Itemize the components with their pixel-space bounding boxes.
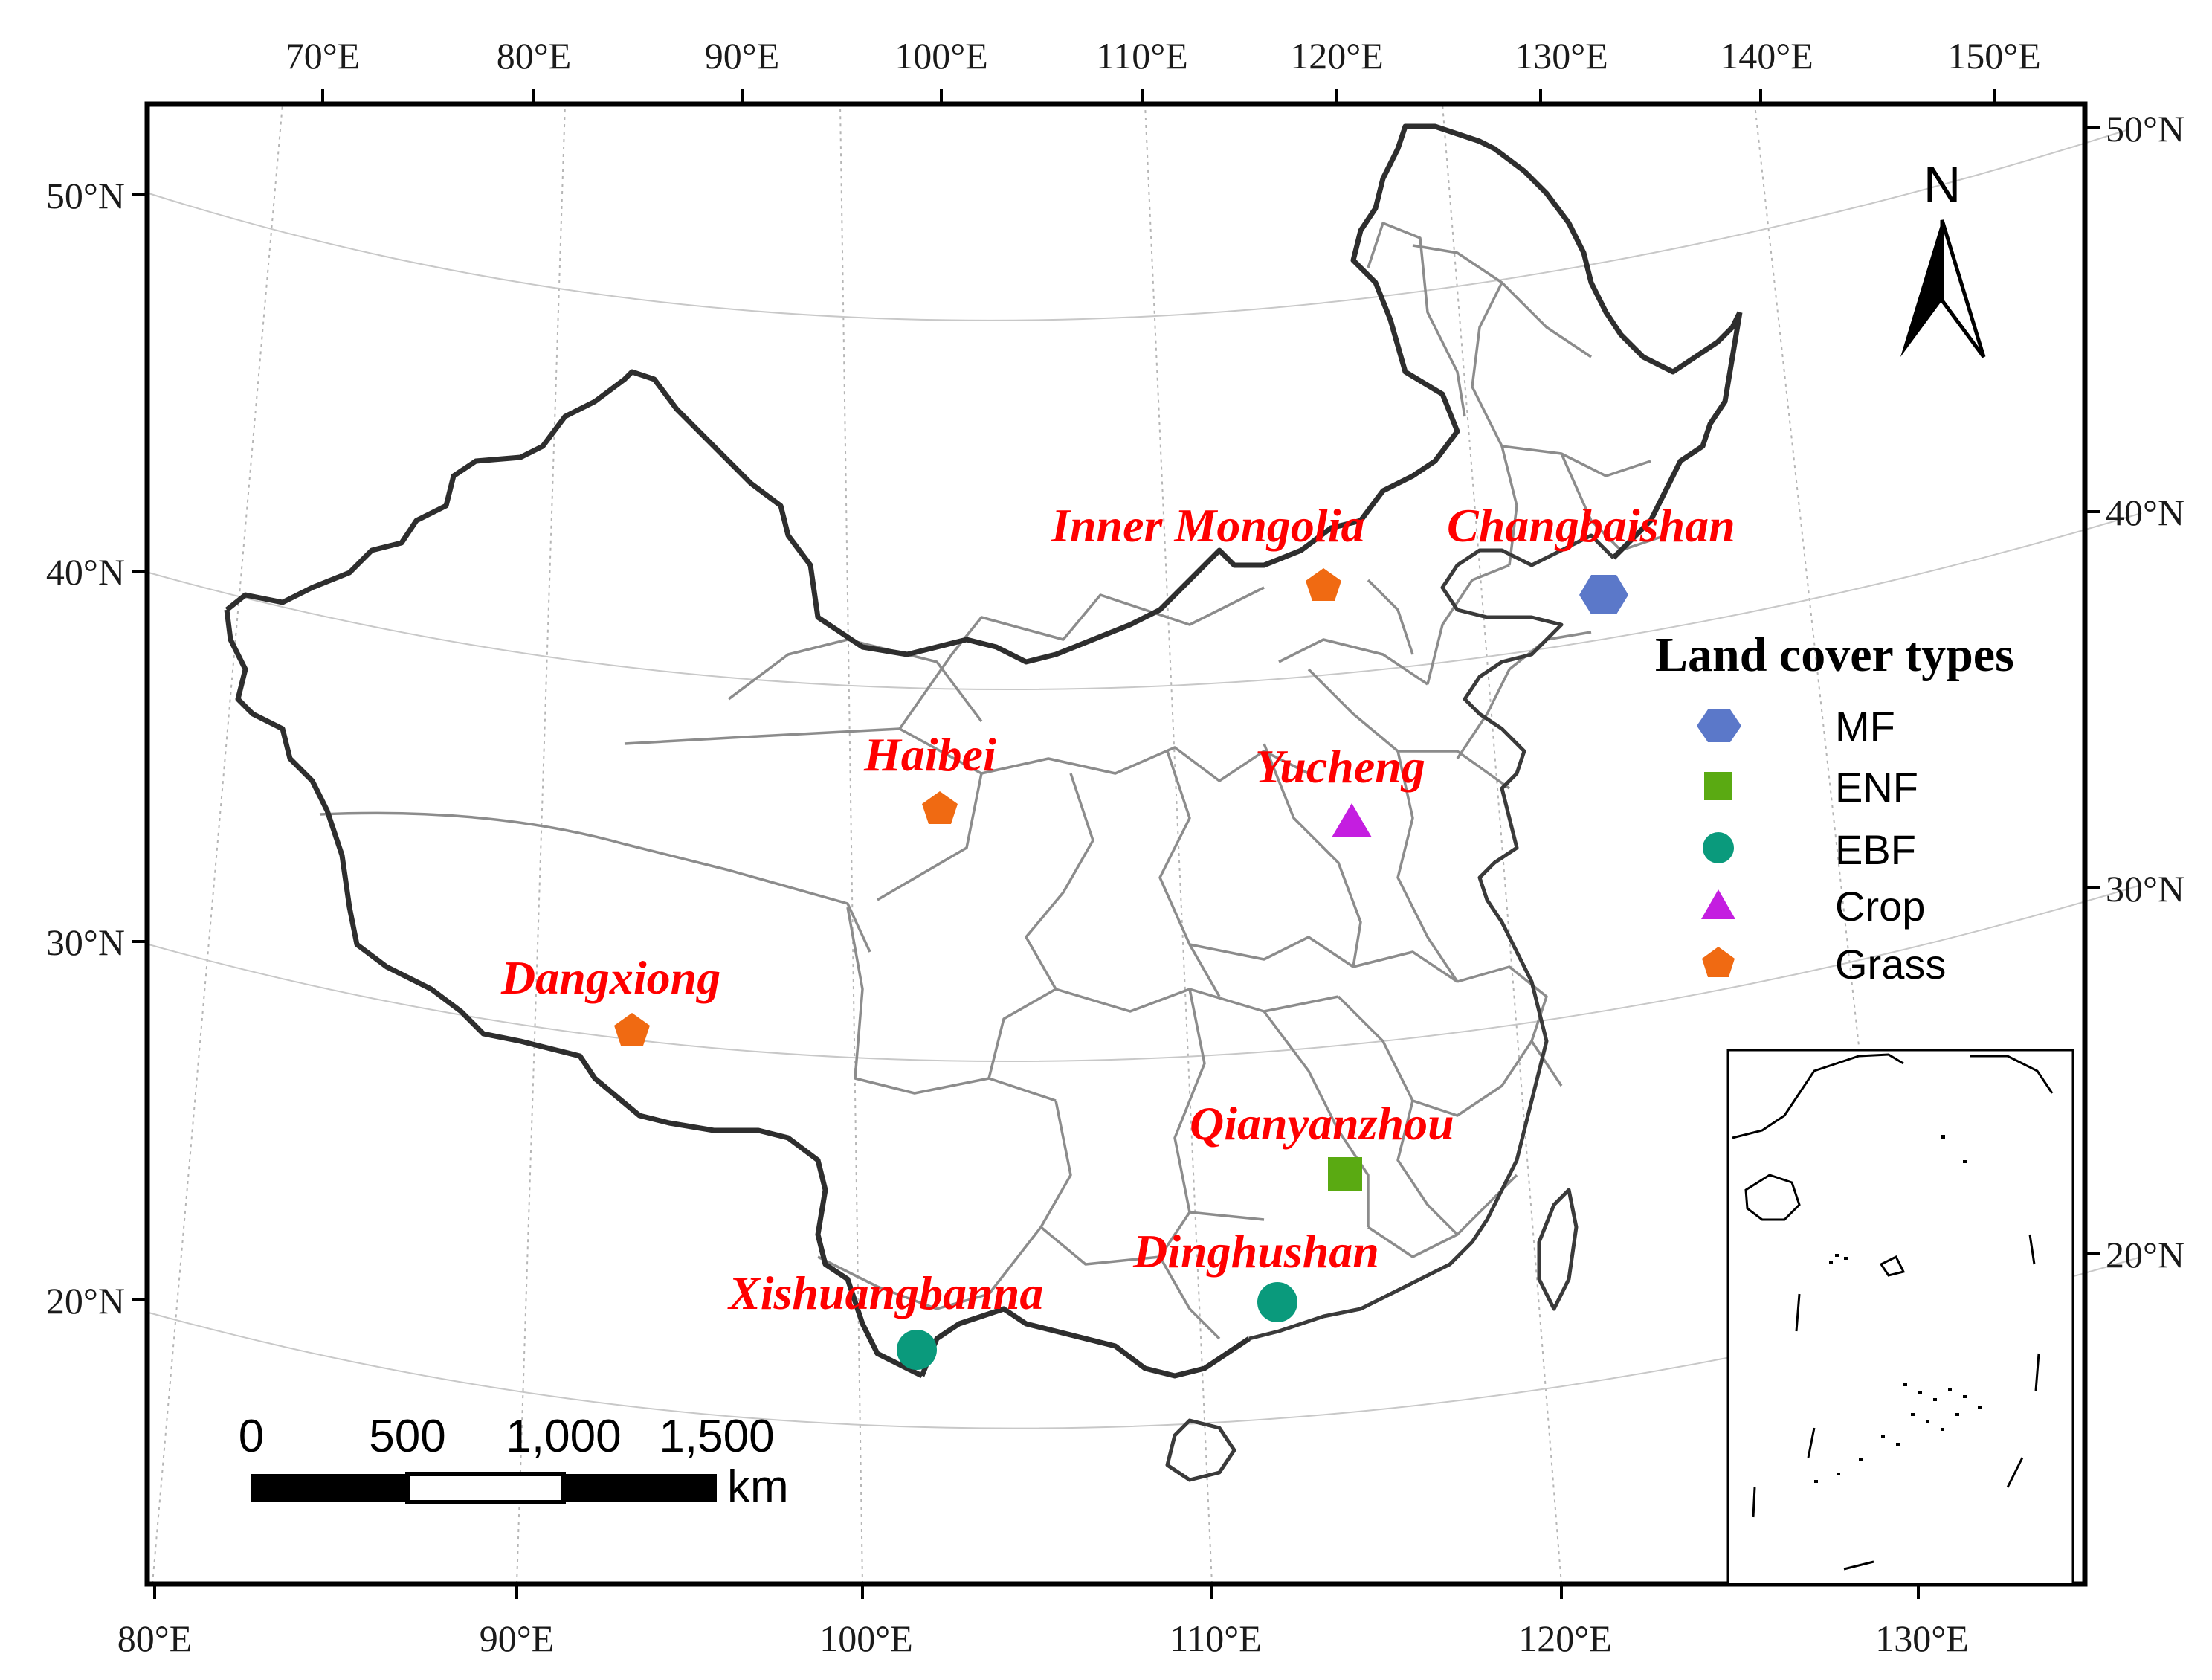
left-latitude-labels: 50°N 40°N 30°N 20°N <box>46 175 125 1322</box>
frame-ticks <box>132 89 2100 1599</box>
site-label: Qianyanzhou <box>1190 1097 1454 1150</box>
top-lon-label: 130°E <box>1515 35 1608 77</box>
site-label: Changbaishan <box>1447 499 1735 552</box>
top-lon-label: 150°E <box>1947 35 2041 77</box>
north-arrow: N <box>1900 155 1986 358</box>
inset-frame <box>1726 1049 2074 1586</box>
left-lat-label: 30°N <box>46 921 125 963</box>
scale-unit: km <box>727 1461 789 1513</box>
scale-tick-label: 0 <box>239 1411 264 1462</box>
map-frame <box>144 101 2088 1587</box>
right-lat-label: 30°N <box>2106 868 2184 910</box>
scale-bar-segment <box>405 1472 566 1504</box>
north-arrow-outline-icon <box>1940 219 1986 358</box>
legend: Land cover types MF ENF EBF Crop Grass <box>1655 628 2014 988</box>
site-marker-changbaishan[interactable] <box>1579 575 1628 614</box>
north-arrow-label: N <box>1924 155 1961 213</box>
scale-bar: 0 500 1,000 1,500 km <box>239 1411 789 1513</box>
top-lon-label: 140°E <box>1720 35 1813 77</box>
legend-mf-hexagon-icon <box>1697 709 1741 742</box>
top-lon-label: 70°E <box>286 35 361 77</box>
site-marker-dangxiong[interactable] <box>614 1013 650 1046</box>
left-lat-label: 20°N <box>46 1280 125 1322</box>
top-lon-label: 100°E <box>894 35 988 77</box>
graticule <box>148 103 2142 1585</box>
site-marker-dinghushan[interactable] <box>1257 1282 1297 1322</box>
inset-islands <box>1814 1135 1982 1483</box>
top-lon-label: 110°E <box>1096 35 1188 77</box>
site-label: Dangxiong <box>500 951 720 1004</box>
site-label: Inner Mongolia <box>1051 499 1364 552</box>
legend-crop-triangle-icon <box>1701 889 1735 919</box>
bottom-lon-label: 80°E <box>117 1618 193 1659</box>
site-marker-inner-mongolia[interactable] <box>1306 568 1341 601</box>
national-border <box>224 123 1743 1379</box>
scale-tick-label: 1,500 <box>659 1411 774 1462</box>
legend-item-label: Grass <box>1835 941 1946 988</box>
site-marker-qianyanzhou[interactable] <box>1328 1157 1362 1191</box>
top-lon-label: 90°E <box>705 35 780 77</box>
site-label: Haibei <box>863 728 996 781</box>
top-lon-label: 120°E <box>1290 35 1384 77</box>
legend-item-label: EBF <box>1835 826 1916 873</box>
bottom-lon-label: 130°E <box>1875 1618 1969 1659</box>
bottom-lon-label: 100°E <box>819 1618 913 1659</box>
site-labels: Inner Mongolia Changbaishan Haibei Yuche… <box>500 499 1735 1319</box>
bottom-longitude-labels: 80°E 90°E 100°E 110°E 120°E 130°E <box>117 1618 1969 1659</box>
top-longitude-labels: 70°E 80°E 90°E 100°E 110°E 120°E 130°E 1… <box>286 35 2041 77</box>
bottom-lon-label: 90°E <box>480 1618 555 1659</box>
legend-grass-pentagon-icon <box>1702 947 1735 977</box>
scale-tick-label: 1,000 <box>506 1411 621 1462</box>
site-marker-haibei[interactable] <box>922 791 958 824</box>
site-label: Yucheng <box>1255 740 1425 793</box>
right-lat-label: 20°N <box>2106 1234 2184 1275</box>
scale-tick-label: 500 <box>369 1411 445 1462</box>
inset-coastline <box>1732 1053 2054 1277</box>
legend-ebf-circle-icon <box>1703 832 1734 863</box>
province-boundaries <box>319 222 1666 1340</box>
site-label: Xishuangbanna <box>727 1267 1043 1319</box>
site-label: Dinghushan <box>1132 1225 1379 1278</box>
left-lat-label: 50°N <box>46 175 125 216</box>
site-marker-yucheng[interactable] <box>1332 803 1372 837</box>
bottom-lon-label: 120°E <box>1518 1618 1612 1659</box>
scale-bar-segment <box>251 1474 407 1502</box>
bottom-lon-label: 110°E <box>1170 1618 1262 1659</box>
inset-map <box>1726 1049 2074 1586</box>
inset-dash-lines <box>1752 1234 2040 1571</box>
legend-item-label: ENF <box>1835 764 1918 811</box>
left-lat-label: 40°N <box>46 551 125 593</box>
right-latitude-labels: 50°N 40°N 30°N 20°N <box>2106 108 2184 1275</box>
top-lon-label: 80°E <box>497 35 572 77</box>
right-lat-label: 50°N <box>2106 108 2184 149</box>
legend-item-label: MF <box>1835 703 1895 750</box>
scale-bar-segment <box>564 1474 717 1502</box>
site-markers <box>614 568 1628 1370</box>
north-arrow-icon <box>1900 220 1942 357</box>
legend-title: Land cover types <box>1655 628 2014 682</box>
site-marker-xishuangbanna[interactable] <box>897 1330 937 1370</box>
legend-enf-square-icon <box>1704 772 1732 800</box>
legend-item-label: Crop <box>1835 883 1925 930</box>
right-lat-label: 40°N <box>2106 492 2184 533</box>
coastline <box>1165 533 1615 1482</box>
